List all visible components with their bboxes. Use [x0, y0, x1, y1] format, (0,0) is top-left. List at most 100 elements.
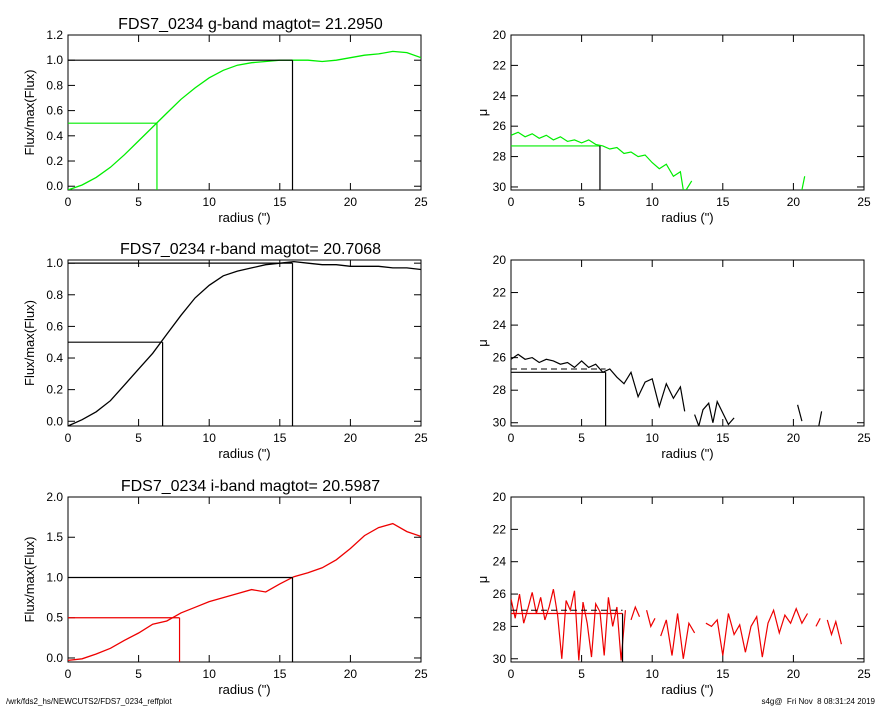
x-tick-label: 5: [135, 195, 142, 209]
mu-profile-segment: [815, 618, 821, 627]
x-tick-label: 10: [646, 195, 660, 209]
growth-curve: [68, 522, 421, 662]
x-tick-label: 15: [716, 431, 730, 445]
mu-profile-segment: [511, 589, 626, 661]
x-axis-label: radius ("): [661, 446, 713, 461]
plot-frame: [510, 259, 865, 427]
y-tick-label: 0.4: [46, 129, 63, 143]
mu-profile-segment: [694, 399, 735, 426]
mu-profile-segment: [705, 606, 809, 658]
x-tick-label: 15: [273, 195, 287, 209]
y-tick-label: 0.2: [46, 383, 63, 397]
x-tick-label: 10: [203, 667, 217, 681]
x-tick-label: 10: [203, 195, 217, 209]
y-tick-label: 22: [493, 286, 507, 300]
y-tick-label: 0.6: [46, 104, 63, 118]
x-tick-label: 25: [414, 667, 428, 681]
y-tick-label: 0.2: [46, 154, 63, 168]
plot-area: [68, 50, 421, 190]
x-tick-label: 5: [578, 195, 585, 209]
x-tick-label: 0: [65, 431, 72, 445]
y-tick-label: 1.0: [46, 53, 63, 67]
x-tick-label: 10: [646, 431, 660, 445]
x-tick-label: 20: [787, 195, 801, 209]
x-tick-label: 25: [857, 431, 871, 445]
x-tick-label: 0: [65, 667, 72, 681]
y-tick-label: 20: [493, 490, 507, 504]
panel-6: 0 5 10 15 20 25 20 22 24 26 28 30 radius (") μ: [475, 490, 871, 697]
y-tick-label: 22: [493, 522, 507, 536]
mu-profile-segment: [685, 180, 693, 190]
x-axis-label: radius ("): [218, 682, 270, 697]
x-tick-label: 20: [787, 431, 801, 445]
x-tick-label: 20: [344, 431, 358, 445]
footer-timestamp: s4g@ Fri Nov 8 08:31:24 2019: [761, 697, 875, 706]
y-axis-label: μ: [475, 109, 490, 117]
plot-area: [511, 131, 806, 190]
y-tick-label: 26: [493, 119, 507, 133]
y-tick-label: 20: [493, 253, 507, 267]
footer-file-path: /wrk/fds2_hs/NEWCUTS2/FDS7_0234_reffplot: [6, 697, 172, 706]
x-tick-label: 20: [344, 195, 358, 209]
y-tick-label: 0.0: [46, 414, 63, 428]
x-tick-label: 10: [203, 431, 217, 445]
y-tick-label: 30: [493, 180, 507, 194]
x-tick-label: 10: [646, 667, 660, 681]
y-tick-label: 28: [493, 150, 507, 164]
mu-profile-segment: [660, 613, 696, 659]
panel-3: 0 5 10 15 20 25 0.0 0.2 0.4 0.6 0.8 1.0 radius (") Fl…: [22, 241, 428, 461]
y-tick-label: 24: [493, 318, 507, 332]
plot-area: [68, 522, 421, 662]
y-tick-label: 24: [493, 555, 507, 569]
x-tick-label: 0: [508, 431, 515, 445]
mu-profile-segment: [826, 619, 842, 645]
panel-title: FDS7_0234 r-band magtot= 20.7068: [120, 241, 381, 258]
y-tick-label: 24: [493, 89, 507, 103]
y-tick-label: 0.8: [46, 288, 63, 302]
y-tick-label: 26: [493, 351, 507, 365]
mu-profile-segment: [511, 131, 684, 190]
y-tick-label: 0.0: [46, 179, 63, 193]
plot-frame: [67, 259, 422, 427]
x-tick-label: 15: [716, 195, 730, 209]
x-axis-label: radius ("): [218, 210, 270, 225]
y-tick-label: 1.5: [46, 530, 63, 544]
x-tick-label: 0: [65, 195, 72, 209]
plot-area: [511, 589, 842, 662]
y-tick-label: 0.4: [46, 351, 63, 365]
y-tick-label: 20: [493, 28, 507, 42]
y-tick-label: 0.0: [46, 651, 63, 665]
x-axis-label: radius ("): [661, 210, 713, 225]
y-tick-label: 0.5: [46, 611, 63, 625]
y-tick-label: 28: [493, 383, 507, 397]
y-tick-label: 0.8: [46, 78, 63, 92]
x-tick-label: 0: [508, 667, 515, 681]
growth-curve: [68, 260, 421, 426]
x-tick-label: 5: [135, 667, 142, 681]
y-tick-label: 26: [493, 587, 507, 601]
y-tick-label: 1.2: [46, 28, 63, 42]
y-tick-label: 30: [493, 652, 507, 666]
x-tick-label: 15: [273, 667, 287, 681]
plot-frame: [510, 496, 865, 663]
x-tick-label: 20: [787, 667, 801, 681]
panel-4: 0 5 10 15 20 25 20 22 24 26 28 30 radius (") μ: [475, 253, 871, 461]
y-axis-label: Flux/max(Flux): [22, 70, 37, 156]
x-tick-label: 5: [578, 431, 585, 445]
panel-title: FDS7_0234 g-band magtot= 21.2950: [118, 16, 383, 33]
plot-area: [511, 353, 823, 426]
y-tick-label: 0.6: [46, 319, 63, 333]
y-tick-label: 2.0: [46, 490, 63, 504]
x-tick-label: 25: [857, 667, 871, 681]
x-tick-label: 25: [414, 195, 428, 209]
x-tick-label: 25: [857, 195, 871, 209]
x-tick-label: 20: [344, 667, 358, 681]
y-axis-label: μ: [475, 339, 490, 347]
panel-title: FDS7_0234 i-band magtot= 20.5987: [121, 478, 380, 495]
y-axis-label: Flux/max(Flux): [22, 537, 37, 623]
y-axis-label: μ: [475, 576, 490, 584]
y-tick-label: 28: [493, 619, 507, 633]
panel-1: 0 5 10 15 20 25 0.0 0.2 0.4 0.6 0.8 1.0 1.2 radius ("…: [22, 16, 428, 225]
plot-frame: [67, 496, 422, 663]
